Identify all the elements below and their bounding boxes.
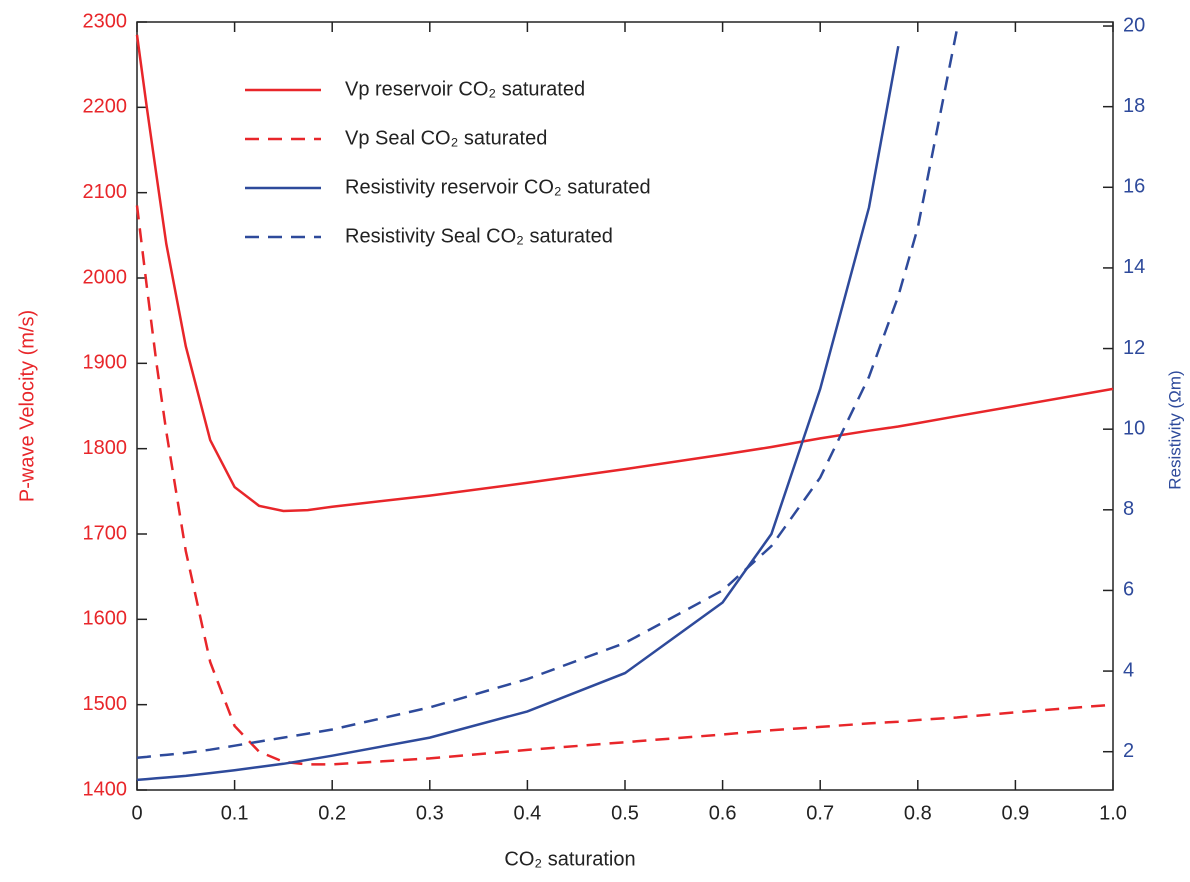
series-line (136, 29, 959, 759)
legend-label: Resistivity reservoir CO₂ saturated (345, 176, 651, 198)
y-tick-label: 2000 (83, 266, 128, 288)
x-tick-label: 0.2 (318, 802, 346, 824)
y2-axis-label: Resistivity (Ωm) (1165, 370, 1184, 489)
y-tick-label: 2200 (83, 96, 128, 118)
legend-label: Vp Seal CO₂ saturated (345, 127, 547, 149)
plot-frame (136, 21, 1114, 791)
x-tick-label: 0.5 (611, 802, 639, 824)
x-axis-label: CO₂ saturation (504, 848, 635, 870)
x-tick-label: 0.1 (221, 802, 249, 824)
y-tick-label: 1400 (83, 778, 128, 800)
y2-tick-label: 14 (1123, 256, 1145, 278)
y2-tick-label: 2 (1123, 740, 1134, 762)
y-tick-label: 1500 (83, 693, 128, 715)
y-axis-label: P-wave Velocity (m/s) (16, 310, 38, 502)
x-tick-label: 0.8 (904, 802, 932, 824)
series-line (135, 34, 1114, 513)
series-line (135, 205, 1114, 766)
y2-tick-label: 4 (1123, 659, 1134, 681)
y2-tick-label: 8 (1123, 498, 1134, 520)
x-tick-label: 0 (131, 802, 142, 824)
x-tick-label: 0.7 (806, 802, 834, 824)
y-tick-label: 1600 (83, 608, 128, 630)
y-tick-label: 1700 (83, 522, 128, 544)
legend-label: Vp reservoir CO₂ saturated (345, 78, 585, 100)
y-tick-label: 2100 (83, 181, 128, 203)
x-tick-label: 1.0 (1099, 802, 1127, 824)
y2-tick-label: 20 (1123, 14, 1145, 36)
series-line (136, 45, 900, 782)
y2-tick-label: 18 (1123, 95, 1145, 117)
y-tick-label: 1900 (83, 352, 128, 374)
x-tick-label: 0.3 (416, 802, 444, 824)
y2-tick-label: 16 (1123, 176, 1145, 198)
y2-tick-label: 6 (1123, 579, 1134, 601)
x-tick-label: 0.4 (513, 802, 541, 824)
y-tick-label: 1800 (83, 437, 128, 459)
y2-tick-label: 12 (1123, 337, 1145, 359)
x-tick-label: 0.6 (709, 802, 737, 824)
y-tick-label: 2300 (83, 10, 128, 32)
legend-label: Resistivity Seal CO₂ saturated (345, 225, 613, 247)
x-tick-label: 0.9 (1001, 802, 1029, 824)
y2-tick-label: 10 (1123, 417, 1145, 439)
